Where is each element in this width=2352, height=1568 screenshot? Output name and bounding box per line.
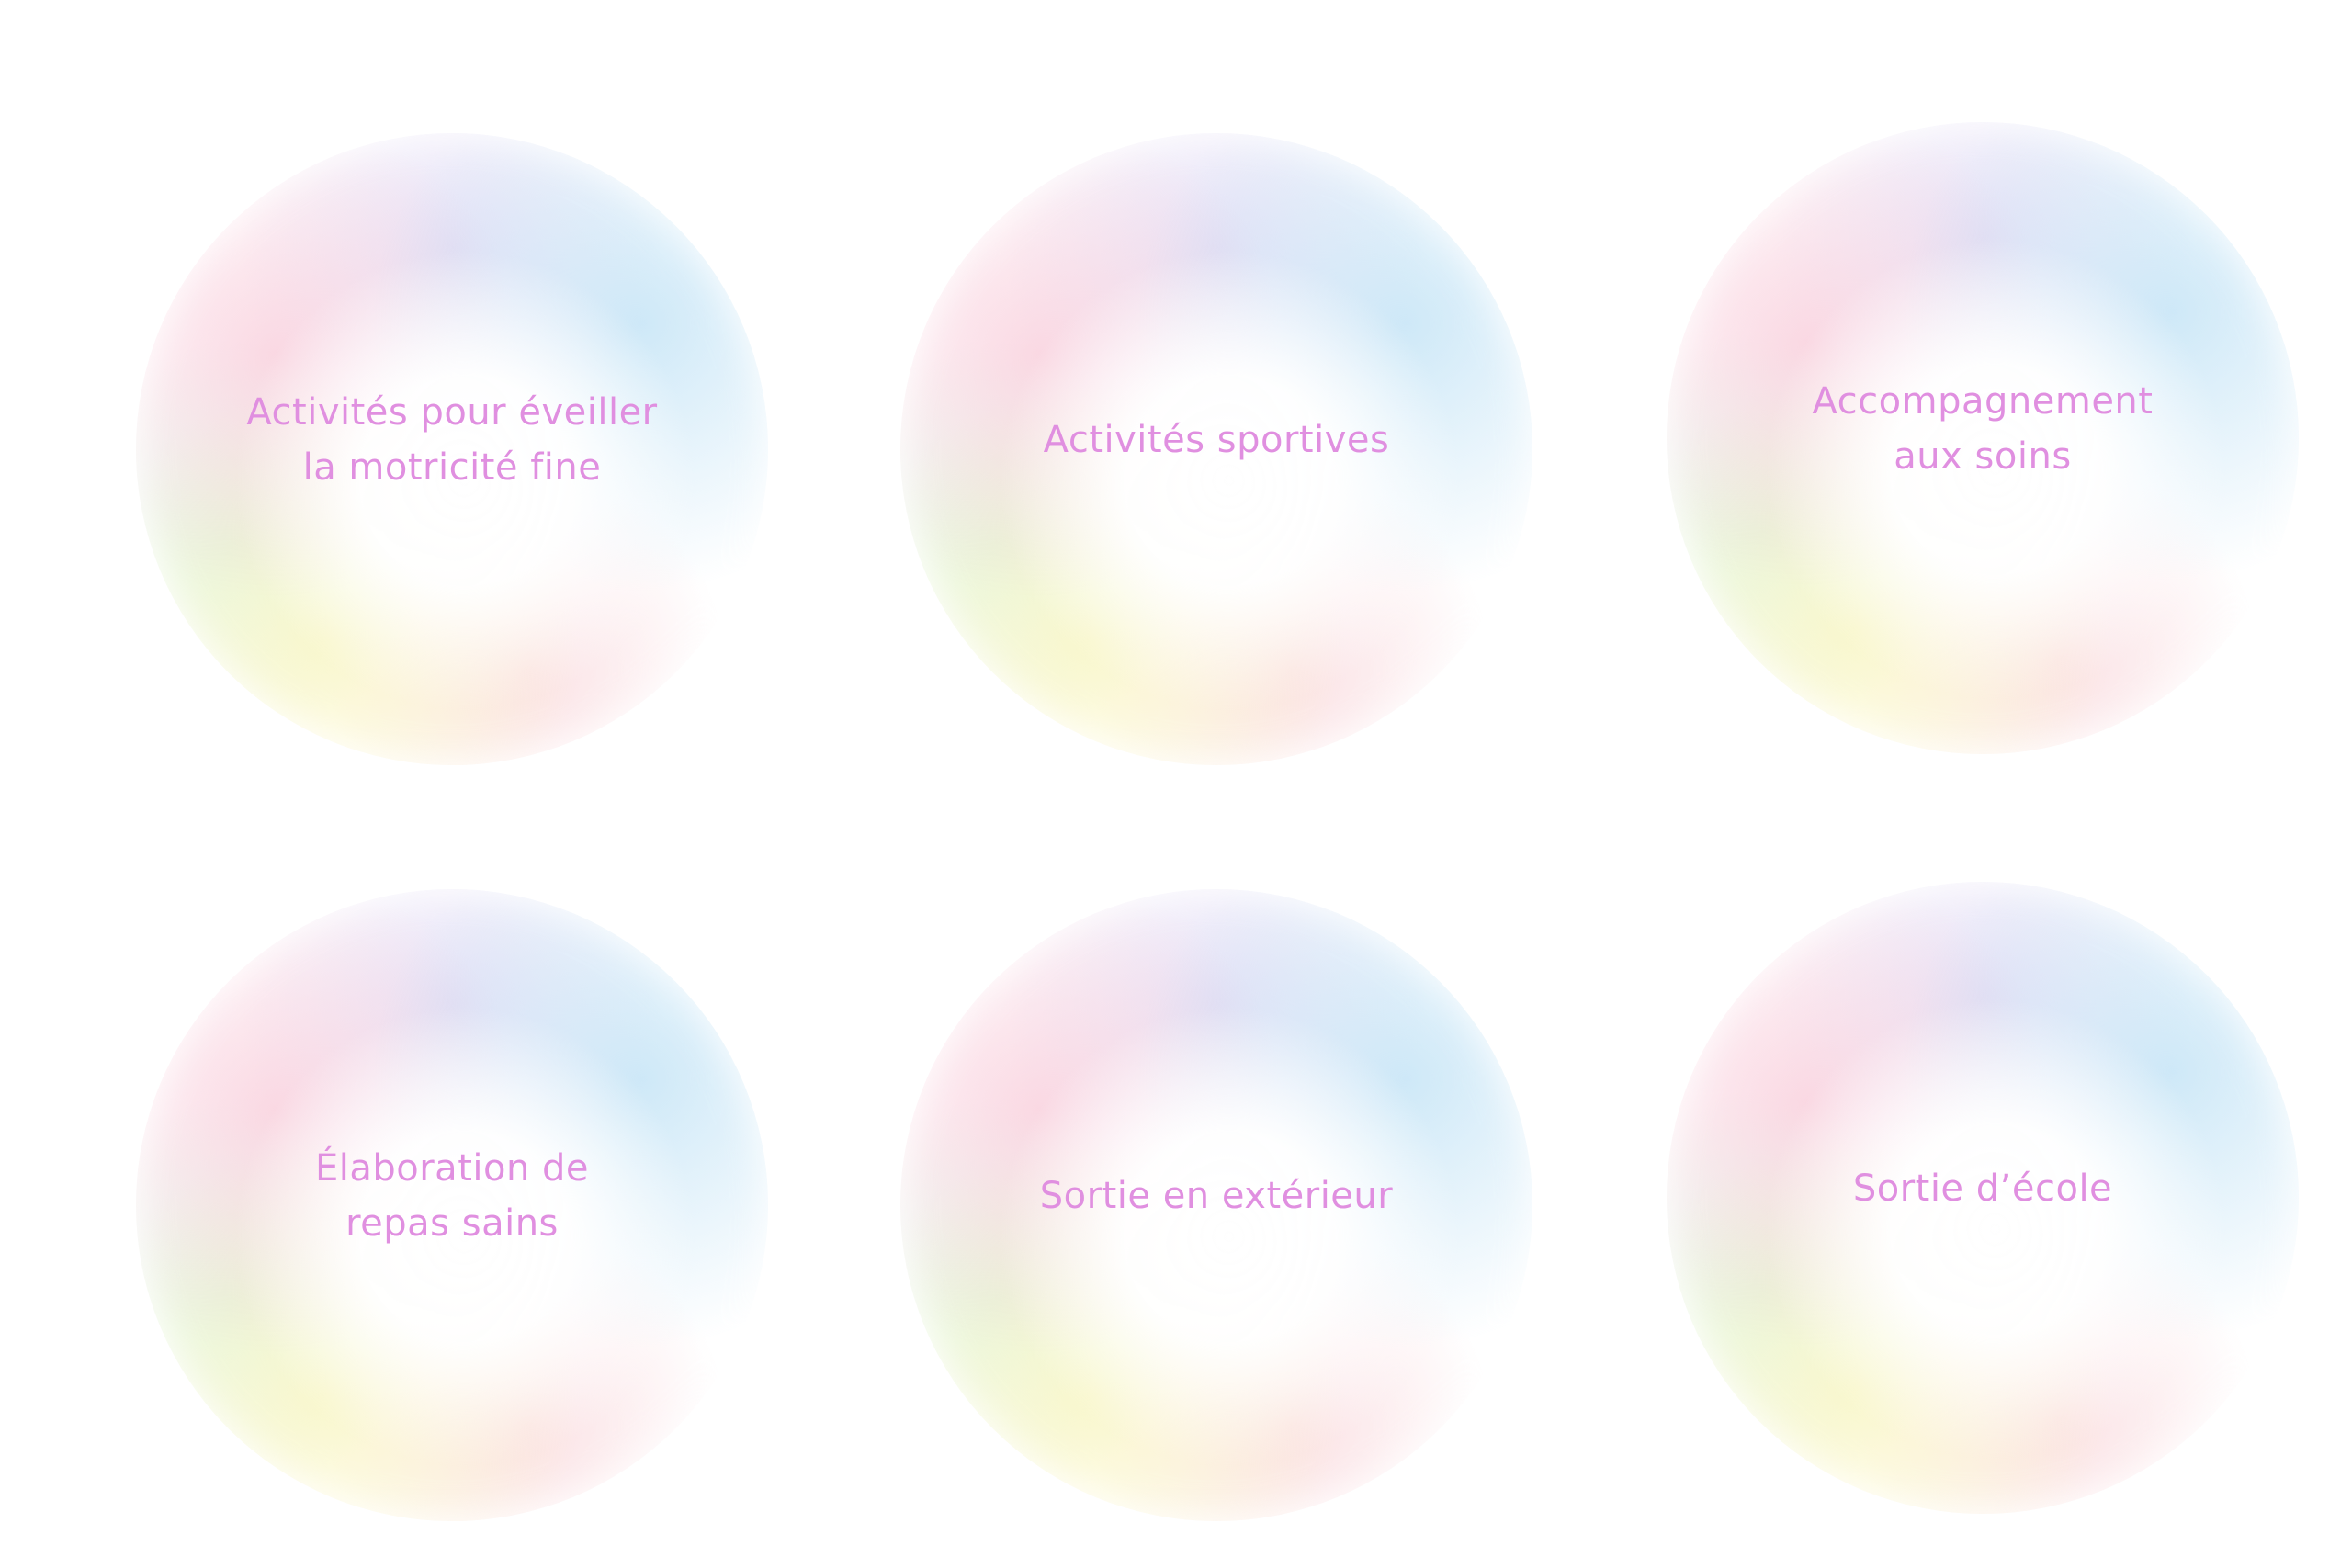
bubble-label: Accompagnement aux soins xyxy=(1812,380,2154,478)
bubble-accompagnement-soins: Accompagnement aux soins xyxy=(1667,122,2299,754)
bubble-label: Activités sportives xyxy=(1043,419,1390,461)
bubble-label: Activités pour éveiller la motricité fin… xyxy=(246,391,658,489)
bubble-sortie-exterieur: Sortie en extérieur xyxy=(900,889,1532,1521)
bubble-motricite-fine: Activités pour éveiller la motricité fin… xyxy=(136,133,768,765)
bubble-repas-sains: Élaboration de repas sains xyxy=(136,889,768,1521)
bubble-label: Sortie d’école xyxy=(1852,1168,2113,1210)
bubble-label: Sortie en extérieur xyxy=(1039,1175,1394,1217)
bubble-label: Élaboration de repas sains xyxy=(314,1147,590,1245)
bubble-sortie-ecole: Sortie d’école xyxy=(1667,882,2299,1514)
bubble-activites-sportives: Activités sportives xyxy=(900,133,1532,765)
